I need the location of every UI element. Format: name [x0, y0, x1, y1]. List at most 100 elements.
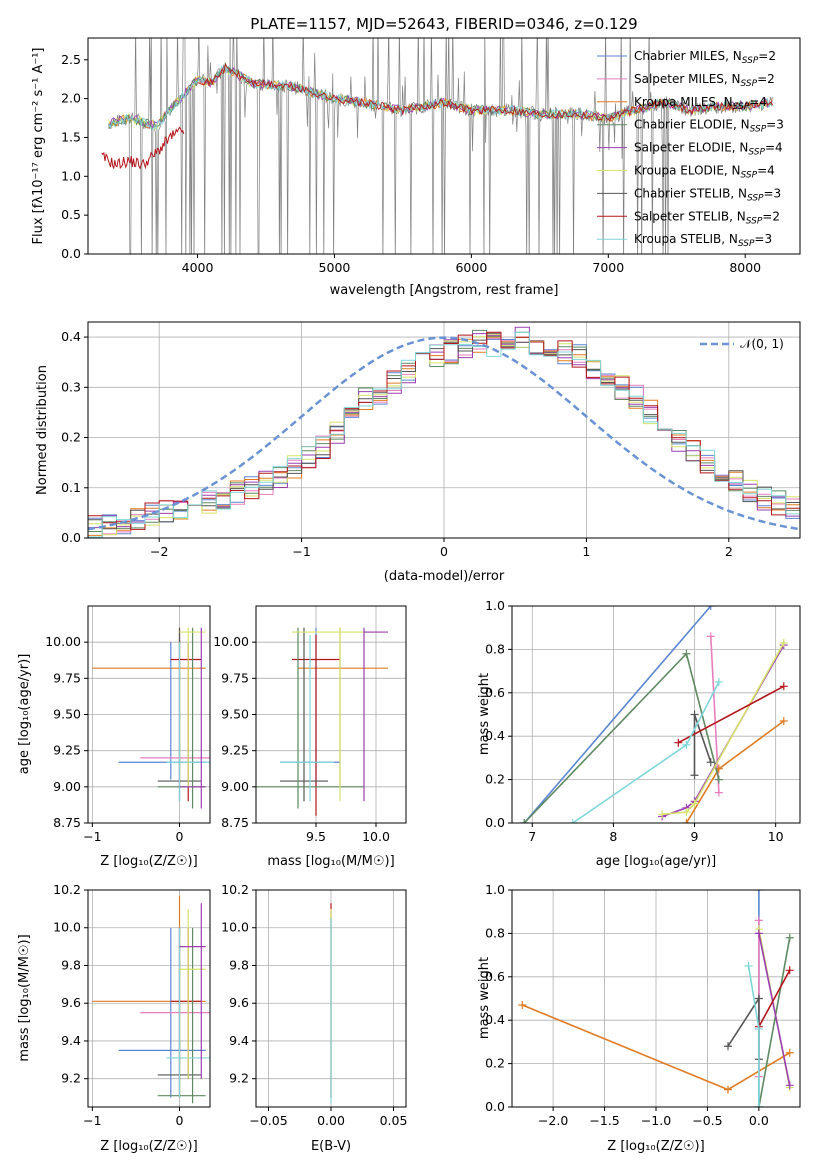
series-line-salpeter-elodie: [758, 933, 791, 1086]
x-tick-label: −1: [292, 544, 310, 559]
x-tick-label: 4000: [182, 260, 214, 275]
x-tick-label: 2: [725, 544, 733, 559]
mass-weight-vs-age-panel: 7 8 9 10 0.0 0.2 0.4 0.6 0.8 1.0 age [log₁₀(age/y…: [477, 598, 801, 869]
series-point-salpeter-miles: [754, 916, 763, 925]
y-tick-label: 0.0: [485, 815, 505, 830]
series-point-salpeter-miles: [706, 632, 715, 641]
model-spectrum-salpeter-stelib: [197, 62, 773, 123]
y-tick-label: 0.2: [485, 772, 505, 787]
histogram-chabrier-elodie: [88, 329, 800, 532]
age-vs-z-ylabel: age [log₁₀(age/yr)]: [17, 654, 32, 775]
y-tick-label: 0.4: [61, 329, 81, 344]
series-line-salpeter-stelib: [758, 969, 791, 1028]
y-tick-label: 9.50: [221, 707, 249, 722]
mass-vs-z-marks: [92, 895, 210, 1104]
residuals-legend: 𝒩(0, 1): [700, 337, 784, 351]
x-tick-label: −2: [150, 544, 168, 559]
series-line-salpeter-elodie: [661, 644, 785, 818]
mass-vs-z-plot: −1 0 9.2 9.4 9.6 9.8 10.0 10.2: [53, 882, 210, 1128]
y-tick-label: 9.25: [53, 743, 81, 758]
series-line-salpeter-miles: [710, 636, 720, 793]
age-vs-z-axes-frame: [87, 605, 211, 824]
legend-entry: Salpeter MILES, NSSP=2: [634, 72, 775, 89]
x-tick-label: −0.5: [692, 1113, 722, 1128]
age-vs-mass-axes-frame: [255, 605, 407, 824]
x-tick-label: 10.0: [362, 829, 390, 844]
y-tick-label: 0.4: [485, 728, 505, 743]
series-point-kroupa-miles: [518, 1001, 527, 1010]
age-vs-mass-xlabel: mass [log₁₀(M/M☉)]: [267, 854, 394, 869]
spectrum-plot: 4000 5000 6000 7000 8000 0.0 0.5 1.0 1.5 2.0 2.5: [61, 38, 773, 275]
x-tick-label: 0: [440, 544, 448, 559]
x-tick-label: 5000: [319, 260, 351, 275]
x-tick-label: −1: [83, 1113, 101, 1128]
y-tick-label: 0.2: [61, 430, 81, 445]
series-point-chabrier-elodie: [785, 933, 794, 942]
series-point-chabrier-stelib: [754, 994, 763, 1003]
series-point-kroupa-miles: [779, 717, 788, 726]
age-vs-z-marks: [92, 627, 210, 809]
mass-vs-z-ylabel: mass [log₁₀(M/M☉)]: [17, 934, 32, 1061]
normal-legend-label: 𝒩(0, 1): [740, 337, 784, 351]
y-tick-label: 9.6: [61, 995, 81, 1010]
series-line-chabrier-elodie: [758, 937, 791, 1107]
y-tick-label: 0.0: [61, 246, 81, 261]
series-point-kroupa-elodie: [779, 638, 788, 647]
y-tick-label: 9.00: [221, 779, 249, 794]
series-point-kroupa-miles: [724, 1085, 732, 1094]
y-tick-label: 8.75: [53, 815, 81, 830]
series-line-kroupa-elodie: [662, 642, 785, 816]
y-tick-label: 0.4: [485, 1012, 505, 1027]
series-point-chabrier-stelib: [690, 710, 699, 719]
mass-vs-z-xlabel: Z [log₁₀(Z/Z☉)]: [100, 1139, 197, 1154]
residuals-xlabel: (data-model)/error: [384, 569, 505, 584]
age-vs-z-xlabel: Z [log₁₀(Z/Z☉)]: [100, 854, 197, 869]
spectrum-xlabel: wavelength [Angstrom, rest frame]: [330, 283, 559, 298]
mass-weight-vs-age-plot: 7 8 9 10 0.0 0.2 0.4 0.6 0.8 1.0: [485, 598, 800, 844]
y-tick-label: 1.0: [485, 598, 505, 613]
series-point-salpeter-stelib: [785, 966, 794, 975]
y-tick-label: 10.0: [53, 920, 81, 935]
legend-entry: Chabrier ELODIE, NSSP=3: [634, 118, 784, 135]
model-spectrum-salpeter-stelib-blue: [101, 126, 185, 170]
series-line-chabrier-miles: [523, 606, 712, 823]
series-line-kroupa-stelib: [747, 965, 760, 1107]
x-tick-label: 0: [176, 1113, 184, 1128]
x-tick-label: −1.5: [589, 1113, 619, 1128]
y-tick-label: 9.2: [229, 1071, 249, 1086]
residuals-ylabel: Normed distribution: [35, 365, 50, 495]
histogram-kroupa-stelib: [88, 331, 800, 538]
x-tick-label: −2.0: [538, 1113, 568, 1128]
x-tick-label: 0.05: [380, 1113, 408, 1128]
series-point-kroupa-stelib: [754, 1103, 763, 1107]
mass-weight-vs-z-marks: [518, 890, 794, 1107]
series-point-chabrier-stelib: [706, 758, 715, 767]
x-tick-label: 0.00: [317, 1113, 345, 1128]
legend-entry: Chabrier MILES, NSSP=2: [634, 49, 776, 66]
mass-weight-vs-z-plot: −2.0 −1.5 −1.0 −0.5 0.0 0.0 0.2 0.4 0.6 0.8 1.0: [485, 882, 800, 1128]
y-tick-label: 0.0: [61, 530, 81, 545]
spectrum-axes-frame: [87, 37, 801, 255]
series-point-kroupa-miles: [682, 819, 691, 823]
series-point-salpeter-stelib: [674, 738, 683, 747]
y-tick-label: 0.8: [485, 925, 505, 940]
mass-vs-ebv-plot: −0.05 0.00 0.05 9.2 9.4 9.6 9.8 10.0 10.2: [221, 882, 407, 1128]
series-point-salpeter-elodie: [785, 1081, 794, 1090]
mass-weight-vs-z-xlabel: Z [log₁₀(Z/Z☉)]: [607, 1139, 704, 1154]
normal-curve: [88, 336, 800, 531]
spectrum-marks: [101, 38, 773, 254]
mass-weight-vs-age-ylabel: mass weight: [477, 673, 492, 755]
y-tick-label: 9.75: [53, 670, 81, 685]
spectrum-ylabel: Flux [fλ10⁻¹⁷ erg cm⁻² s⁻¹ A⁻¹]: [31, 48, 46, 245]
series-line-salpeter-stelib: [677, 685, 785, 744]
x-tick-label: 8000: [729, 260, 761, 275]
residuals-marks: [88, 326, 800, 538]
legend-entry: Chabrier STELIB, NSSP=3: [634, 186, 781, 203]
x-tick-label: 9.5: [306, 829, 326, 844]
y-tick-label: 0.3: [61, 379, 81, 394]
spectrum-legend: Chabrier MILES, NSSP=2 Salpeter MILES, NS…: [597, 49, 784, 249]
series-point-kroupa-elodie: [658, 810, 667, 819]
series-point-kroupa-miles: [785, 1048, 794, 1057]
x-tick-label: 9: [691, 829, 699, 844]
